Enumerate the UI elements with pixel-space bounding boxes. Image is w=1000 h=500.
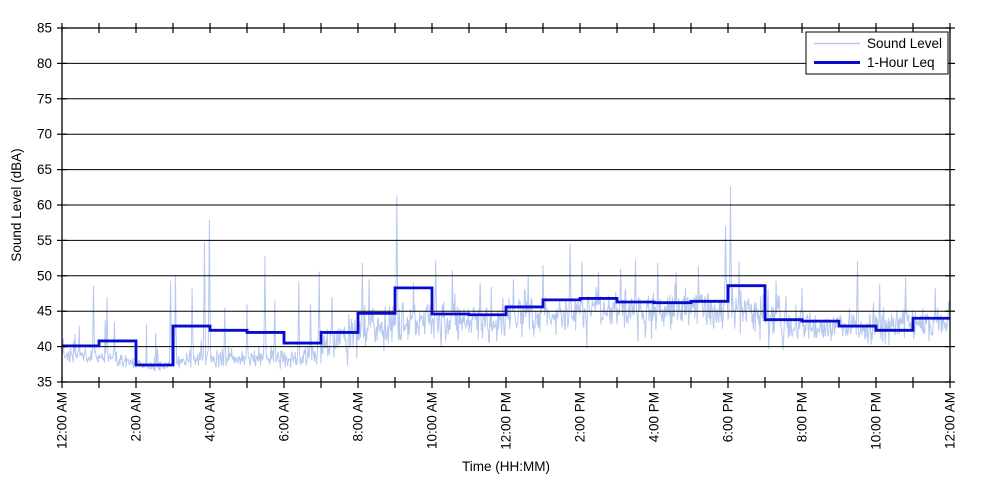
sound-level-series <box>61 186 951 372</box>
y-tick-label: 45 <box>37 304 52 319</box>
x-tick-label: 2:00 AM <box>129 392 144 442</box>
sound-level-line <box>61 186 951 372</box>
y-tick-label: 65 <box>37 162 52 177</box>
legend-box <box>805 31 949 75</box>
x-tick-label: 10:00 AM <box>425 392 440 449</box>
leq-series <box>62 284 950 367</box>
x-tick-label: 12:00 AM <box>943 392 958 449</box>
x-tick-label: 2:00 PM <box>573 392 588 442</box>
x-tick-label: 12:00 PM <box>499 392 514 450</box>
y-tick-label: 80 <box>37 56 52 71</box>
leq-step-line <box>62 284 950 367</box>
x-tick-label: 4:00 AM <box>203 392 218 442</box>
legend-item: 1-Hour Leq <box>814 55 935 70</box>
x-tick-label: 10:00 PM <box>869 392 884 450</box>
y-tick-label: 85 <box>37 21 52 36</box>
y-tick-label: 70 <box>37 127 52 142</box>
x-tick-label: 6:00 AM <box>277 392 292 442</box>
x-tick-label: 8:00 AM <box>351 392 366 442</box>
legend: Sound Level 1-Hour Leq <box>805 31 949 75</box>
x-tick-label: 12:00 AM <box>55 392 70 449</box>
axis-ticks <box>57 23 955 388</box>
x-tick-label: 6:00 PM <box>721 392 736 442</box>
y-tick-label: 50 <box>37 268 52 283</box>
y-tick-label: 75 <box>37 91 52 106</box>
legend-item: Sound Level <box>814 36 942 51</box>
legend-label: 1-Hour Leq <box>867 55 935 70</box>
y-tick-label: 60 <box>37 198 52 213</box>
axis-labels: 35 40 45 50 55 60 65 70 75 80 85 12:00 AM 2:00 AM 4:0… <box>9 21 958 475</box>
x-tick-label: 8:00 PM <box>795 392 810 442</box>
legend-label: Sound Level <box>867 36 942 51</box>
y-tick-label: 35 <box>37 375 52 390</box>
y-tick-label: 40 <box>37 339 52 354</box>
y-axis-title: Sound Level (dBA) <box>9 148 24 261</box>
y-tick-label: 55 <box>37 233 52 248</box>
x-tick-label: 4:00 PM <box>647 392 662 442</box>
gridlines <box>62 62 950 348</box>
x-axis-title: Time (HH:MM) <box>462 459 550 474</box>
